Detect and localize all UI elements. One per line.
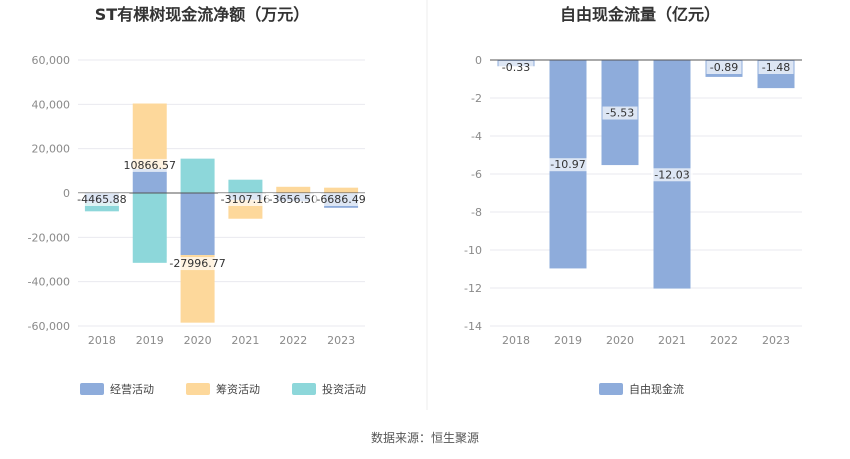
cash-flow-net-chart: ST有棵树现金流净额（万元） 60,000 40,000 20,000 0 -20,000… bbox=[28, 5, 369, 396]
x-tick-label: 2020 bbox=[606, 334, 634, 347]
data-label: -0.33 bbox=[502, 61, 530, 74]
data-label-bg bbox=[758, 61, 794, 74]
data-label-bg bbox=[265, 193, 321, 206]
data-label: -3107.16 bbox=[221, 193, 270, 206]
y-tick-label: 0 bbox=[63, 187, 70, 200]
legend-swatch bbox=[292, 383, 316, 395]
x-tick-label: 2018 bbox=[502, 334, 530, 347]
data-label-bg bbox=[313, 193, 369, 206]
x-tick-label: 2019 bbox=[554, 334, 582, 347]
legend-label: 经营活动 bbox=[110, 382, 154, 396]
data-label-bg bbox=[218, 193, 273, 206]
bar bbox=[132, 168, 167, 193]
x-tick-label: 2020 bbox=[184, 334, 212, 347]
bar bbox=[132, 103, 167, 169]
data-label: -1.48 bbox=[762, 61, 790, 74]
bar bbox=[324, 187, 359, 193]
bar bbox=[228, 179, 263, 193]
y-tick-label: 0 bbox=[475, 54, 482, 67]
data-label-bg bbox=[498, 61, 534, 74]
y-tick-label: -2 bbox=[471, 92, 482, 105]
x-tick-label: 2021 bbox=[658, 334, 686, 347]
x-tick-label: 2019 bbox=[136, 334, 164, 347]
x-tick-label: 2023 bbox=[327, 334, 355, 347]
legend-label: 投资活动 bbox=[322, 382, 366, 396]
y-tick-label: -20,000 bbox=[28, 231, 70, 244]
data-label: -12.03 bbox=[654, 168, 689, 181]
y-tick-label: -6 bbox=[471, 168, 482, 181]
free-cash-flow-chart: 自由现金流量（亿元） 0 -2 -4 -6 -8 -10 -12 -14 2018 2019 2020… bbox=[464, 5, 802, 396]
x-tick-label: 2023 bbox=[762, 334, 790, 347]
data-label-bg bbox=[706, 61, 742, 74]
y-tick-label: -40,000 bbox=[28, 276, 70, 289]
bar bbox=[276, 186, 311, 193]
bar bbox=[180, 158, 215, 193]
x-tick-label: 2018 bbox=[88, 334, 116, 347]
bar bbox=[180, 193, 215, 256]
x-tick-label: 2022 bbox=[710, 334, 738, 347]
data-label-bg bbox=[166, 257, 229, 271]
data-label: -27996.77 bbox=[169, 257, 225, 270]
data-label: -5.53 bbox=[606, 107, 634, 120]
y-tick-label: -10 bbox=[464, 244, 482, 257]
bar bbox=[132, 193, 167, 263]
x-tick-label: 2022 bbox=[279, 334, 307, 347]
data-source-note: 数据来源：恒生聚源 bbox=[371, 430, 479, 445]
legend-swatch bbox=[599, 383, 623, 395]
chart-title: 自由现金流量（亿元） bbox=[560, 5, 720, 24]
legend-swatch bbox=[186, 383, 210, 395]
y-tick-label: 60,000 bbox=[32, 54, 71, 67]
data-label-bg bbox=[122, 158, 178, 172]
legend-label: 自由现金流 bbox=[629, 382, 684, 396]
bar bbox=[84, 202, 119, 212]
y-tick-label: -14 bbox=[464, 320, 482, 333]
chart-title: ST有棵树现金流净额（万元） bbox=[95, 5, 309, 24]
y-tick-label: -8 bbox=[471, 206, 482, 219]
legend-label: 筹资活动 bbox=[216, 382, 260, 396]
y-tick-label: -60,000 bbox=[28, 320, 70, 333]
y-tick-label: -12 bbox=[464, 282, 482, 295]
y-tick-label: 40,000 bbox=[32, 98, 71, 111]
legend-swatch bbox=[80, 383, 104, 395]
data-label-bg bbox=[74, 193, 130, 206]
data-label: -3656.50 bbox=[269, 193, 318, 206]
data-label: -10.97 bbox=[550, 158, 585, 171]
y-tick-label: -4 bbox=[471, 130, 482, 143]
x-tick-label: 2021 bbox=[231, 334, 259, 347]
data-label-bg bbox=[602, 106, 638, 120]
y-tick-label: 20,000 bbox=[32, 143, 71, 156]
data-label-bg bbox=[547, 158, 589, 172]
data-label: 10866.57 bbox=[124, 159, 177, 172]
data-label-bg bbox=[651, 168, 693, 182]
data-label: -6686.49 bbox=[316, 193, 365, 206]
data-label: -4465.88 bbox=[77, 193, 126, 206]
data-label: -0.89 bbox=[710, 61, 738, 74]
